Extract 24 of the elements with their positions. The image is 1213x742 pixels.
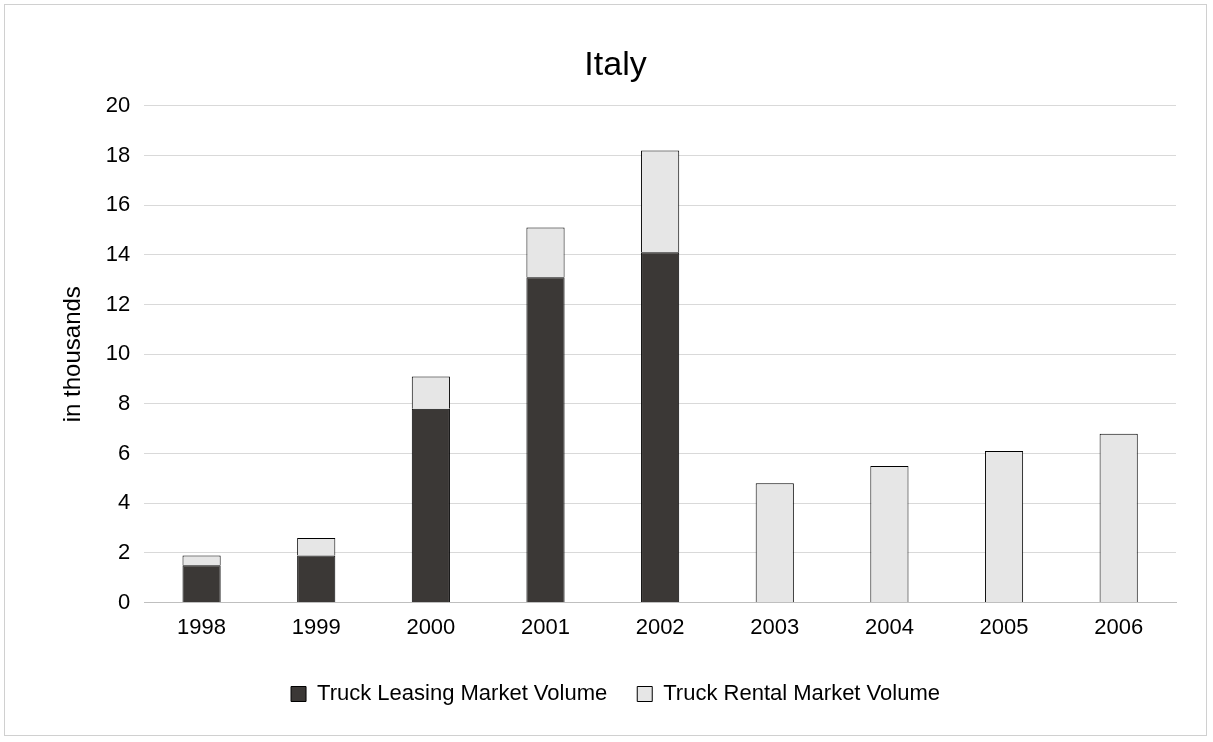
x-tick-label: 2005	[979, 613, 1029, 639]
x-tick-label: 1998	[177, 613, 227, 639]
x-tick-label: 2002	[635, 613, 685, 639]
y-tick-label: 0	[118, 588, 131, 614]
y-tick-label: 12	[105, 290, 131, 316]
y-tick-label: 4	[118, 489, 131, 515]
x-tick-label: 2003	[750, 613, 800, 639]
x-tick-label: 2004	[864, 613, 914, 639]
y-tick-label: 18	[105, 141, 131, 167]
y-tick-label: 2	[118, 538, 131, 564]
x-tick-label: 2000	[406, 613, 456, 639]
x-tick-label: 2006	[1094, 613, 1144, 639]
legend-label: Truck Rental Market Volume	[663, 680, 940, 706]
x-tick-label: 2001	[521, 613, 570, 639]
y-tick-label: 8	[118, 389, 131, 415]
y-tick-label: 14	[105, 240, 131, 266]
y-axis-title: in thousands	[58, 286, 86, 423]
y-tick-label: 10	[105, 340, 131, 366]
y-tick-label: 6	[118, 439, 131, 465]
y-tick-label: 20	[105, 91, 131, 117]
y-tick-label: 16	[105, 191, 131, 217]
chart-title: Italy	[584, 43, 647, 82]
legend-label: Truck Leasing Market Volume	[317, 680, 608, 706]
x-tick-label: 1999	[291, 613, 341, 639]
